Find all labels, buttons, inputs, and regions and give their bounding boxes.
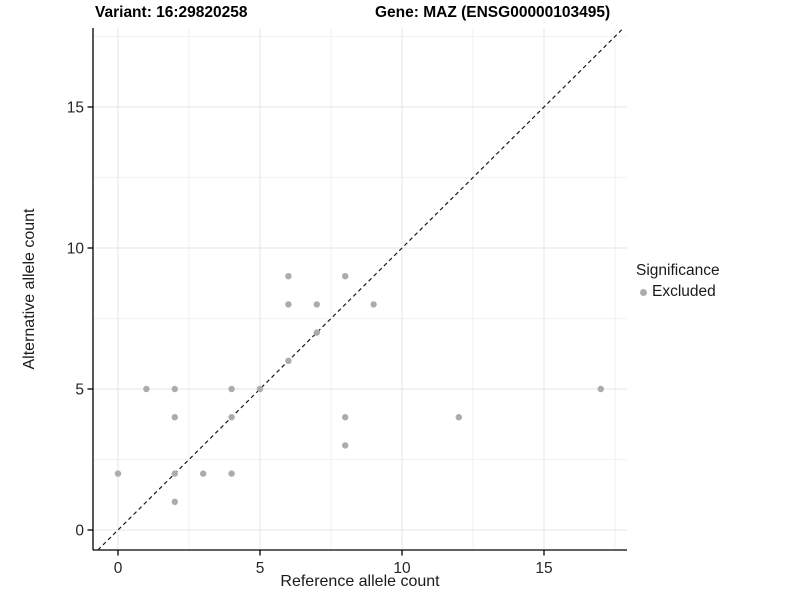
- data-point: [313, 301, 320, 308]
- y-tick-label: 10: [67, 241, 85, 258]
- data-point: [342, 273, 349, 280]
- data-point: [313, 329, 320, 336]
- legend-item-excluded: Excluded: [636, 283, 720, 301]
- data-point: [285, 301, 292, 308]
- data-point: [228, 414, 235, 421]
- data-point: [171, 385, 178, 393]
- legend: Significance Excluded: [636, 262, 720, 301]
- data-point: [114, 470, 122, 477]
- x-tick-label: 0: [114, 560, 123, 577]
- data-point: [171, 470, 178, 477]
- data-point: [256, 385, 264, 393]
- y-tick-label: 0: [75, 523, 84, 540]
- excluded-point-icon: [640, 288, 647, 296]
- data-point: [171, 414, 178, 421]
- data-point: [370, 301, 377, 308]
- variant-title: Variant: 16:29820258: [95, 4, 248, 21]
- y-axis-title: Alternative allele count: [21, 208, 38, 370]
- x-tick-label: 5: [256, 560, 265, 577]
- x-tick-label: 15: [535, 560, 552, 577]
- data-point: [200, 470, 207, 477]
- y-tick-label: 15: [67, 100, 84, 117]
- data-point: [455, 414, 462, 421]
- data-point: [228, 470, 235, 477]
- data-point: [228, 385, 235, 393]
- data-point: [171, 498, 178, 505]
- y-tick-label: 5: [75, 382, 84, 399]
- data-point: [597, 385, 604, 393]
- identity-line: [97, 27, 624, 551]
- gene-title: Gene: MAZ (ENSG00000103495): [375, 4, 611, 21]
- data-point: [285, 357, 292, 364]
- data-point: [143, 385, 150, 393]
- x-axis-title: Reference allele count: [280, 573, 440, 590]
- data-point: [342, 414, 349, 421]
- legend-item-label: Excluded: [652, 283, 716, 300]
- legend-title: Significance: [636, 262, 720, 279]
- x-tick-label: 10: [393, 560, 411, 577]
- data-point: [285, 273, 292, 280]
- data-point: [342, 442, 349, 449]
